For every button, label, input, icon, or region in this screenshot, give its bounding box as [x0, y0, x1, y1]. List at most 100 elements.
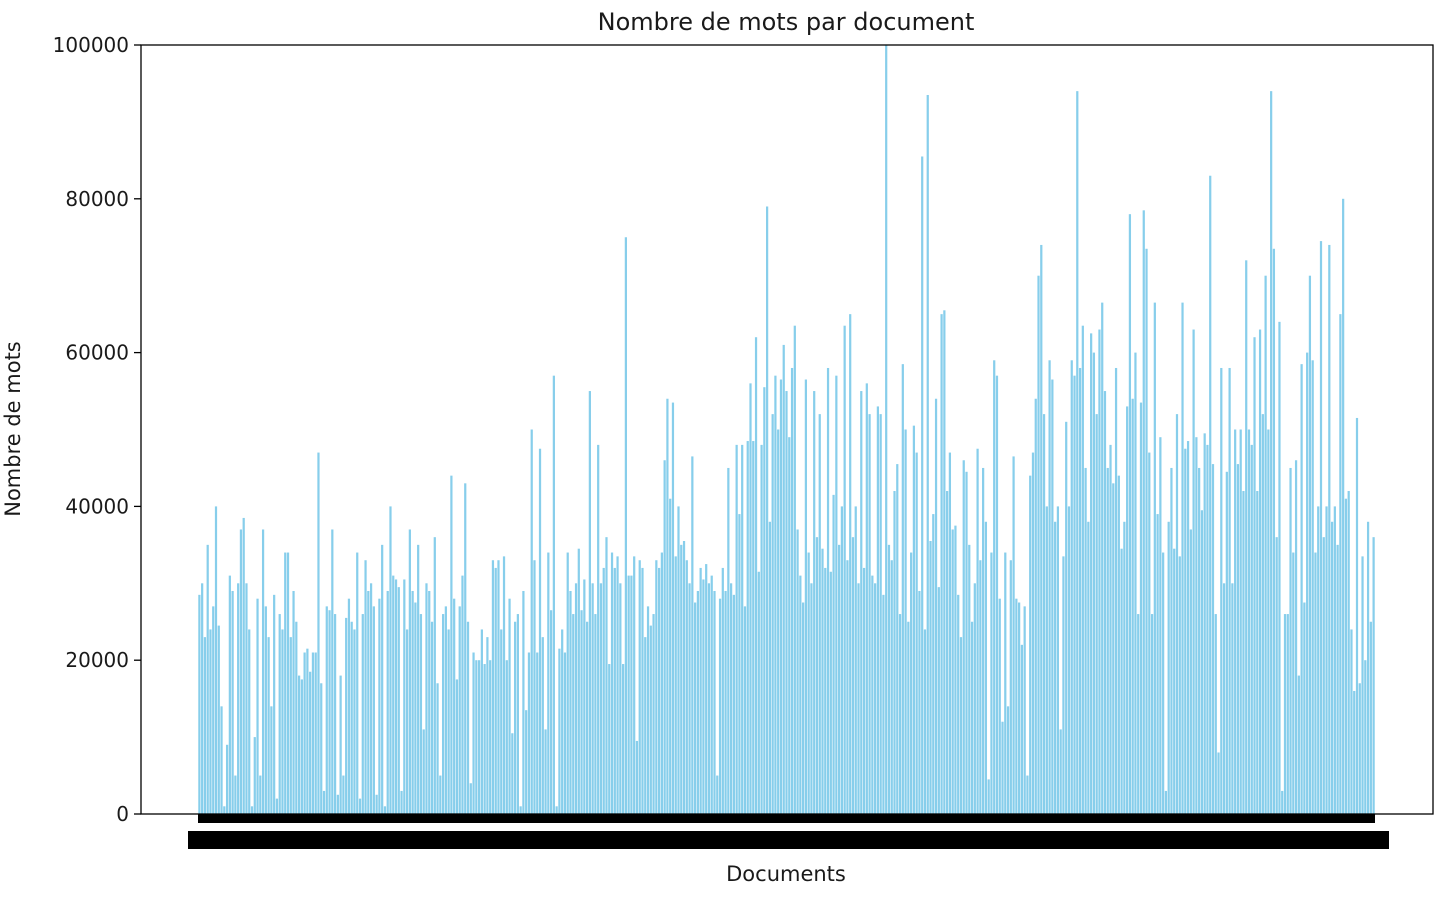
bar — [860, 391, 863, 814]
bar — [1051, 379, 1054, 814]
bar — [505, 660, 508, 814]
bar — [851, 537, 855, 814]
bar — [220, 706, 223, 814]
bar — [946, 491, 949, 814]
bar — [322, 790, 326, 814]
bar — [1211, 464, 1215, 814]
bar — [638, 560, 641, 814]
bar — [453, 598, 456, 814]
bar — [644, 637, 647, 814]
bar — [369, 583, 373, 814]
bar — [799, 575, 802, 814]
bar — [533, 560, 536, 814]
bar — [1198, 467, 1201, 814]
bar — [713, 590, 716, 814]
x-tick-marks — [198, 814, 1375, 823]
bar — [1228, 367, 1231, 814]
bar — [1034, 398, 1037, 814]
bar — [832, 494, 835, 814]
bar — [1347, 491, 1350, 814]
bar — [428, 590, 431, 814]
bar — [608, 664, 611, 814]
bar — [1242, 491, 1245, 814]
bar — [1289, 467, 1292, 814]
bar — [1131, 398, 1134, 814]
bar — [768, 521, 771, 814]
bar — [738, 514, 741, 814]
bar — [253, 737, 256, 814]
bar — [1065, 421, 1068, 814]
bar — [688, 583, 691, 814]
bar — [1361, 556, 1364, 814]
bar — [613, 567, 616, 814]
bar — [248, 629, 251, 814]
bar — [386, 590, 389, 814]
bar — [921, 156, 924, 814]
bar — [929, 541, 932, 814]
bar — [1134, 352, 1137, 814]
bar — [1015, 598, 1018, 814]
bar — [303, 652, 306, 814]
bar — [926, 94, 929, 815]
bar — [417, 544, 420, 814]
bar — [353, 629, 356, 814]
bar — [1029, 475, 1032, 814]
bar — [1081, 325, 1084, 814]
bar — [716, 775, 719, 814]
bar — [1145, 248, 1148, 814]
bar — [469, 783, 472, 814]
bar — [868, 414, 871, 814]
bar — [732, 594, 735, 814]
bar — [912, 425, 916, 814]
bar — [381, 544, 384, 814]
bar — [677, 506, 680, 814]
bar — [333, 614, 337, 814]
bar — [849, 314, 852, 814]
bar — [563, 652, 567, 814]
bar — [408, 529, 411, 814]
bar — [1095, 414, 1098, 814]
bar — [497, 560, 500, 814]
bar — [702, 579, 705, 814]
bar — [1272, 248, 1276, 814]
bar — [278, 614, 281, 814]
bar — [982, 467, 985, 814]
bar — [1195, 437, 1198, 814]
bar — [500, 629, 503, 814]
bar — [477, 660, 481, 814]
bar — [854, 506, 857, 814]
bar — [835, 375, 838, 814]
bar — [1092, 352, 1096, 814]
bar — [300, 679, 303, 814]
bar — [1344, 498, 1348, 814]
bar — [577, 548, 580, 814]
bar — [838, 544, 841, 814]
bar — [585, 621, 589, 814]
bar — [649, 625, 652, 814]
bar — [610, 552, 614, 814]
bar — [572, 614, 575, 814]
bar — [843, 325, 846, 814]
bar — [1070, 360, 1073, 814]
bar — [965, 471, 968, 814]
bar — [284, 552, 287, 814]
bar — [735, 444, 738, 814]
bar — [1054, 521, 1057, 814]
bar — [1267, 429, 1270, 814]
bar — [466, 621, 470, 814]
bar — [1062, 556, 1065, 814]
bar — [754, 337, 758, 814]
bar — [1186, 441, 1190, 814]
bar — [1178, 556, 1181, 814]
bar — [339, 675, 342, 814]
bar — [273, 594, 276, 814]
bar — [1245, 260, 1248, 814]
bar — [217, 625, 220, 814]
bar — [1128, 214, 1132, 814]
bar — [696, 590, 699, 814]
bar — [718, 598, 722, 814]
bar — [356, 552, 359, 814]
bar — [544, 729, 547, 814]
bar — [635, 740, 639, 814]
bar — [669, 498, 672, 814]
